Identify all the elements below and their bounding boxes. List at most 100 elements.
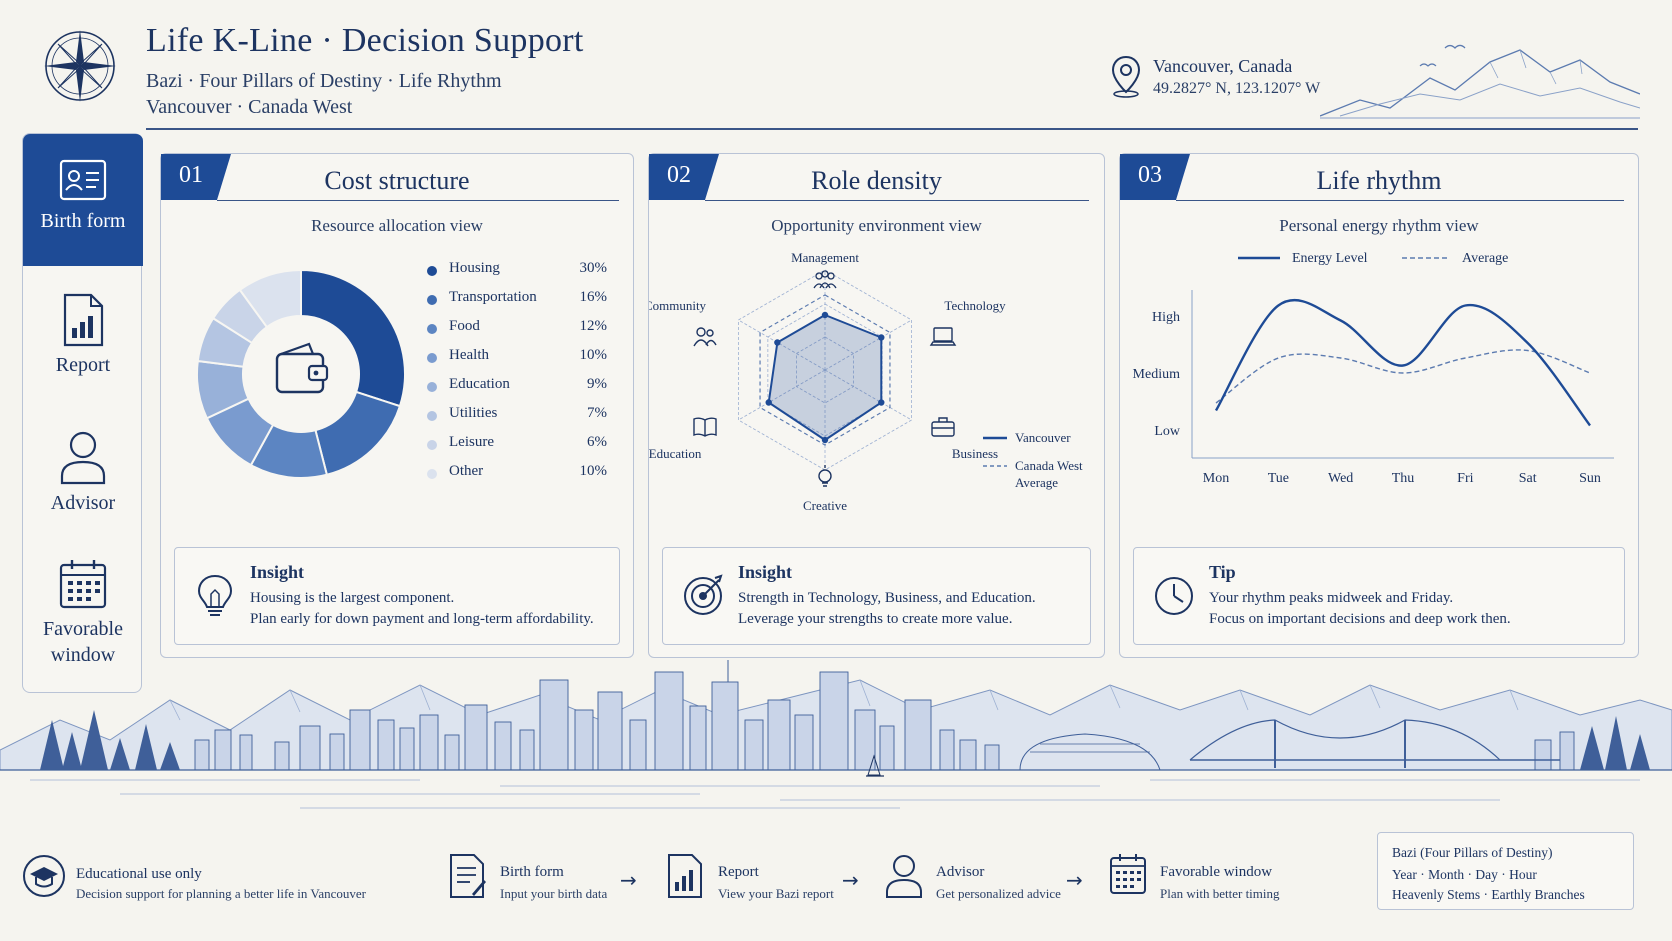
sidebar-item-report[interactable]: Report [23, 292, 143, 377]
briefcase-icon [931, 417, 955, 437]
header-divider [146, 128, 1638, 130]
line-series-energy-level [1214, 298, 1591, 427]
y-tick-label-medium: Medium [1133, 367, 1181, 382]
person-icon [60, 431, 106, 485]
sidebar-item-birth-form[interactable]: Birth form [23, 134, 143, 266]
panel-title: Role density [811, 166, 942, 195]
legend-label: Other [449, 463, 484, 479]
radar-axis-label-technology: Technology [944, 298, 1006, 313]
page-subtitle-region: Vancouver · Canada West [146, 96, 353, 118]
legend-swatch [427, 469, 437, 479]
legend-label: Utilities [449, 405, 498, 421]
legend-average-line1: Canada West [1015, 458, 1083, 473]
step-advisor-title[interactable]: Advisor [936, 864, 985, 880]
radar-axis-line [738, 369, 826, 421]
legend-average-line2: Average [1015, 475, 1058, 490]
radar-axis-line [824, 319, 912, 371]
x-tick-label-sat: Sat [1519, 471, 1537, 486]
footer: Educational use only Decision support fo… [0, 838, 1672, 941]
legend-row-transportation: Transportation 16% [427, 289, 607, 311]
tip-title: Tip [1209, 562, 1236, 582]
radar-point-education [765, 399, 772, 406]
panel-number: 01 [179, 162, 203, 188]
step-report-title[interactable]: Report [718, 864, 759, 880]
legend-label: Food [449, 318, 480, 334]
step-birth-form-sub: Input your birth data [500, 886, 608, 901]
y-tick-label-high: High [1152, 310, 1180, 325]
panel-number-badge [161, 154, 231, 200]
insight-line: Leverage your strengths to create more v… [738, 611, 1013, 627]
id-card-icon [59, 159, 107, 201]
vancouver-skyline-illustration [0, 660, 1672, 809]
sidebar-item-favorable-window[interactable]: Favorable window [23, 558, 143, 668]
legend-row-housing: Housing 30% [427, 260, 607, 282]
location-city: Vancouver, Canada [1153, 56, 1293, 76]
panel-number-badge [1120, 154, 1190, 200]
legend-row-health: Health 10% [427, 347, 607, 369]
legend-average: Average [1462, 251, 1508, 266]
insight-title: Insight [738, 562, 793, 582]
sidebar-item-advisor[interactable]: Advisor [23, 428, 143, 515]
panel-number: 02 [667, 162, 691, 188]
panel-divider [705, 200, 1089, 201]
panel-subtitle: Opportunity environment view [771, 216, 982, 235]
bulb-icon [818, 465, 832, 487]
legend-value: 9% [587, 376, 607, 392]
legend-swatch [427, 440, 437, 450]
line-chart: Energy Level Average Low Medium High Mon Tu… [1133, 251, 1614, 486]
radar-series-average [759, 294, 891, 446]
insight-card-role: Insight Strength in Technology, Business… [662, 547, 1091, 645]
donut-slice-housing [300, 268, 406, 408]
donut-slice-transportation [314, 390, 402, 476]
radar-axis-label-education: Education [649, 446, 702, 461]
report-chart-icon [63, 293, 104, 347]
step-report-sub: View your Bazi report [718, 886, 834, 901]
clock-icon [1155, 577, 1193, 615]
legend-row-food: Food 12% [427, 318, 607, 340]
legend-row-leisure: Leisure 6% [427, 434, 607, 456]
legend-value: 6% [587, 434, 607, 450]
step-favorable-window-title[interactable]: Favorable window [1160, 864, 1273, 880]
form-icon [450, 854, 486, 898]
y-tick-label-low: Low [1154, 424, 1181, 439]
legend-label: Transportation [449, 289, 537, 305]
x-tick-label-fri: Fri [1457, 471, 1473, 486]
radar-axis-line [738, 319, 826, 371]
panel-divider [1176, 200, 1624, 201]
radar-axis-label-community: Community [649, 298, 707, 313]
donut-slice-other [238, 268, 302, 329]
legend-value: 10% [579, 463, 608, 479]
radar-point-business [878, 399, 885, 406]
tip-line: Focus on important decisions and deep wo… [1209, 611, 1511, 627]
bazi-info-box: Bazi (Four Pillars of Destiny) Year · Mo… [1377, 832, 1634, 910]
bazi-line: Heavenly Stems · Earthly Branches [1392, 887, 1585, 902]
panel-subtitle: Resource allocation view [311, 216, 483, 235]
bazi-line: Year · Month · Day · Hour [1392, 867, 1537, 882]
radar-point-creative [821, 436, 829, 444]
x-tick-label-sun: Sun [1579, 471, 1601, 486]
radar-axis-line [824, 369, 912, 421]
donut-chart [196, 268, 406, 479]
x-tick-label-thu: Thu [1392, 471, 1415, 486]
legend-label: Housing [449, 260, 500, 276]
wallet-icon [275, 342, 329, 394]
legend-label: Health [449, 347, 489, 363]
radar-series-vancouver [767, 313, 883, 442]
legend-vancouver: Vancouver [1015, 430, 1071, 445]
step-birth-form-title[interactable]: Birth form [500, 864, 564, 880]
location-coordinates: 49.2827° N, 123.1207° W [1153, 80, 1321, 97]
legend-value: 7% [587, 405, 607, 421]
panel-role-density: 02 Role density Opportunity environment … [648, 153, 1105, 658]
page-title: Life K-Line · Decision Support [146, 22, 584, 59]
tip-card-rhythm: Tip Your rhythm peaks midweek and Friday… [1133, 547, 1625, 645]
step-favorable-window-sub: Plan with better timing [1160, 886, 1280, 901]
report-icon [668, 854, 702, 898]
radar-point-community [774, 339, 781, 346]
legend-swatch [427, 324, 437, 334]
calendar-icon [59, 560, 107, 609]
insight-line: Strength in Technology, Business, and Ed… [738, 590, 1036, 606]
arrow-right-icon: → [1066, 868, 1083, 892]
x-tick-label-wed: Wed [1328, 471, 1353, 486]
sidebar: Birth form Report Advisor [22, 133, 143, 693]
laptop-icon [929, 327, 957, 346]
